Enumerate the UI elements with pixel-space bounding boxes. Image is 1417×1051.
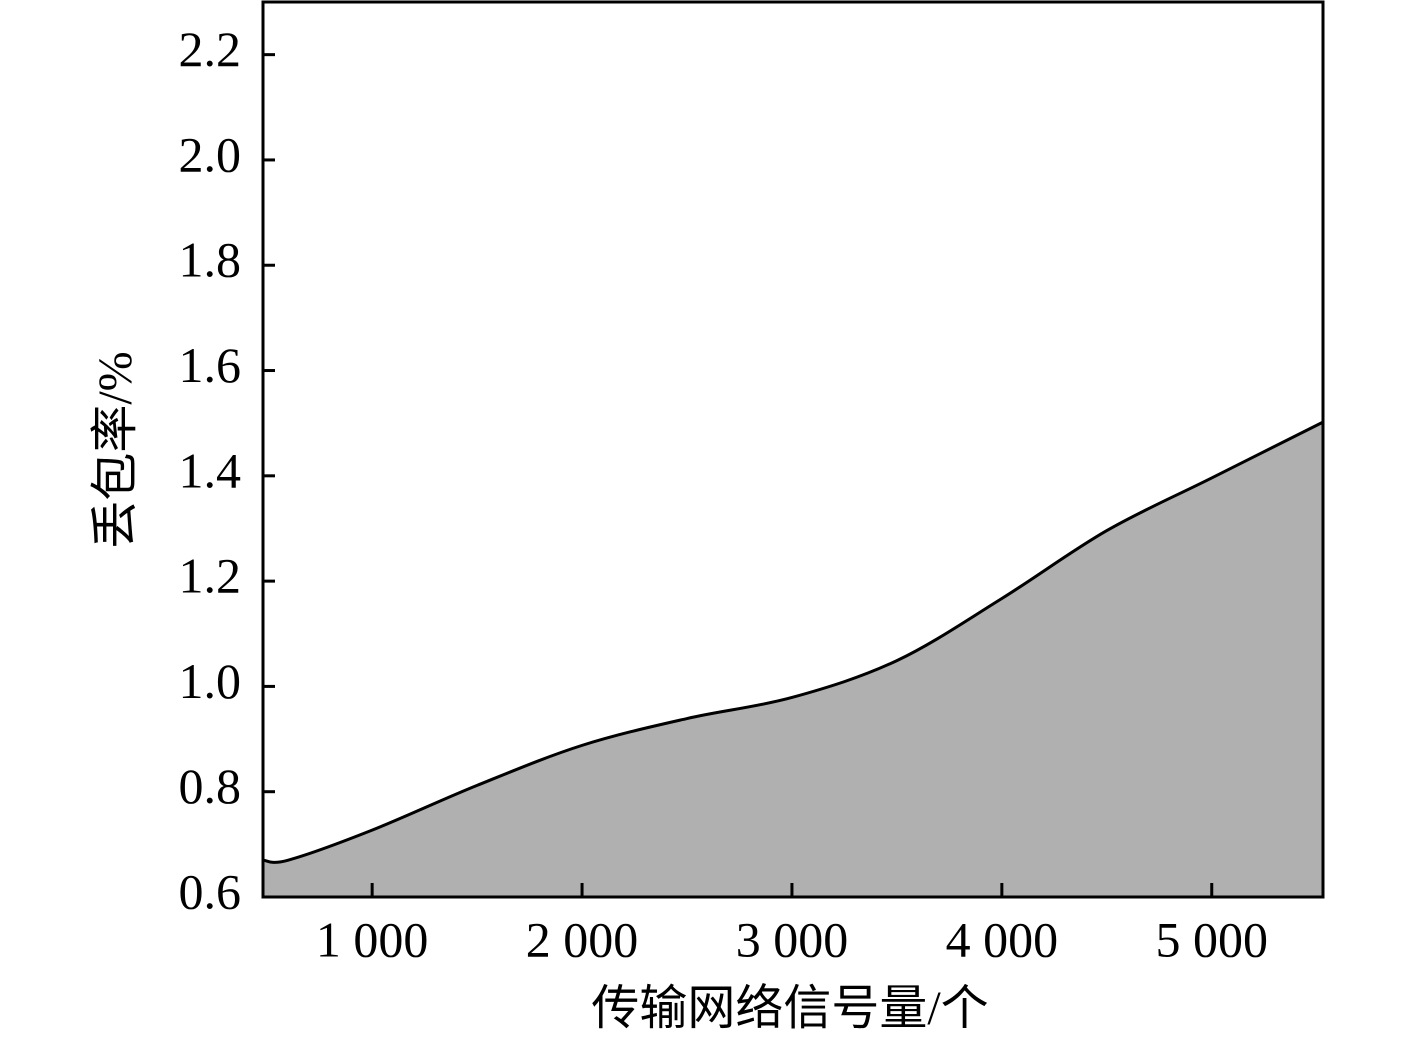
x-tick-label: 1 000	[316, 911, 429, 967]
y-tick-label: 2.0	[179, 126, 242, 182]
y-axis-label: 丢包率/%	[89, 351, 142, 548]
x-tick-label: 2 000	[526, 911, 639, 967]
y-tick-label: 0.8	[179, 758, 242, 814]
y-tick-label: 1.8	[179, 232, 242, 288]
y-tick-label: 1.4	[179, 442, 242, 498]
area-line	[262, 420, 1324, 864]
y-tick-label: 1.2	[179, 548, 242, 604]
y-tick-label: 0.6	[179, 863, 242, 919]
x-tick-label: 3 000	[736, 911, 849, 967]
y-tick-label: 1.0	[179, 653, 242, 709]
x-axis-label: 传输网络信号量/个	[591, 982, 988, 1035]
x-tick-label: 4 000	[946, 911, 1059, 967]
x-tick-label: 5 000	[1156, 911, 1269, 967]
y-tick-label: 1.6	[179, 337, 242, 393]
area-fill	[263, 422, 1323, 897]
y-tick-label: 2.2	[179, 21, 242, 77]
